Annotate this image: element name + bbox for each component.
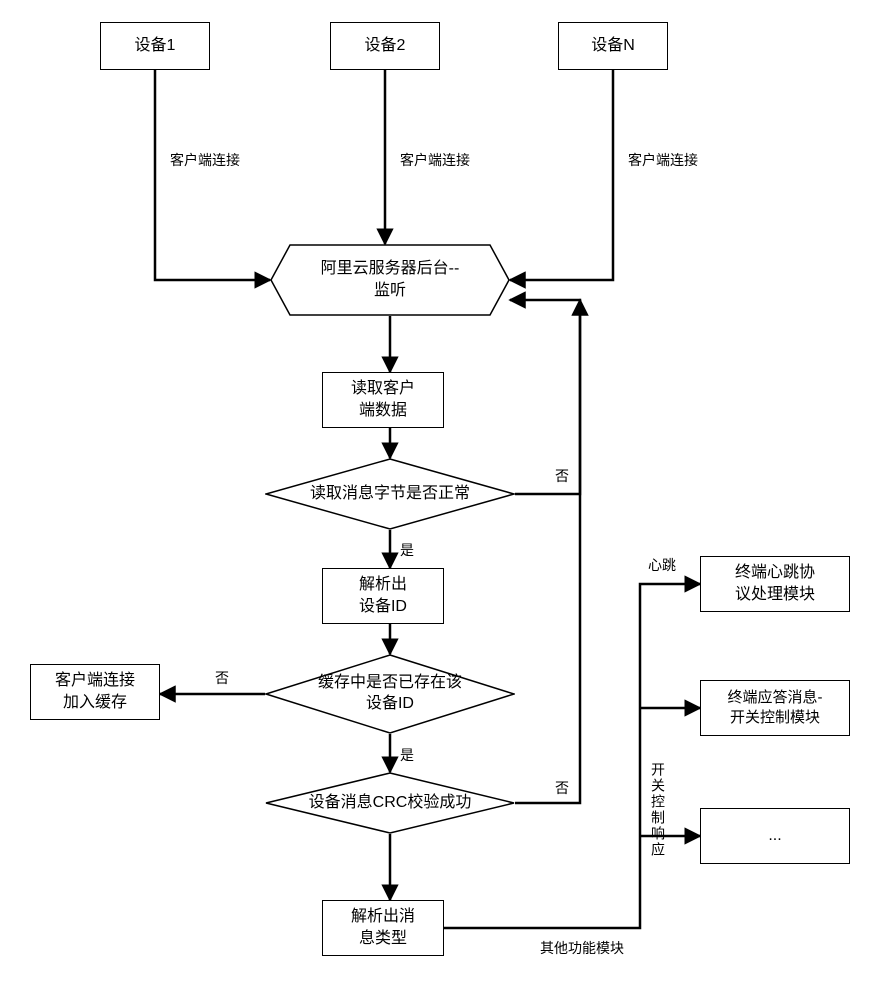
node-label: 设备消息CRC校验成功: [309, 794, 472, 811]
node-label: 终端心跳协 议处理模块: [735, 562, 815, 605]
node-read-data: 读取客户 端数据: [322, 372, 444, 428]
edge-label: 是: [400, 745, 414, 765]
edge-label: 客户端连接: [628, 150, 698, 170]
node-parse-type: 解析出消 息类型: [322, 900, 444, 956]
node-label: ...: [768, 825, 781, 847]
node-read-ok: 读取消息字节是否正常: [265, 458, 515, 530]
node-switch-control-module: 终端应答消息- 开关控制模块: [700, 680, 850, 736]
edge-label: 否: [555, 778, 569, 798]
edge-label: 客户端连接: [170, 150, 240, 170]
node-device1: 设备1: [100, 22, 210, 70]
node-server: 阿里云服务器后台-- 监听: [270, 244, 510, 316]
node-label: 解析出 设备ID: [359, 574, 407, 617]
node-parse-id: 解析出 设备ID: [322, 568, 444, 624]
node-label: 缓存中是否已存在该 设备ID: [318, 674, 462, 712]
node-heartbeat-module: 终端心跳协 议处理模块: [700, 556, 850, 612]
edge-label: 否: [555, 466, 569, 486]
node-deviceN: 设备N: [558, 22, 668, 70]
node-label: 阿里云服务器后台-- 监听: [321, 258, 460, 301]
node-label: 设备2: [365, 35, 406, 57]
edge-label: 否: [215, 668, 229, 688]
node-add-cache: 客户端连接 加入缓存: [30, 664, 160, 720]
edge-label: 心跳: [648, 555, 676, 575]
node-label: 读取消息字节是否正常: [310, 485, 470, 502]
node-device2: 设备2: [330, 22, 440, 70]
edge-label: 客户端连接: [400, 150, 470, 170]
node-cache-has: 缓存中是否已存在该 设备ID: [265, 654, 515, 734]
edge-label: 开关控制响应: [648, 762, 668, 858]
flowchart-canvas: 设备1 设备2 设备N 阿里云服务器后台-- 监听 读取客户 端数据 读取消息字…: [0, 0, 882, 1000]
edge-label: 是: [400, 540, 414, 560]
edge-label: 其他功能模块: [540, 938, 624, 958]
node-crc-ok: 设备消息CRC校验成功: [265, 772, 515, 834]
node-label: 终端应答消息- 开关控制模块: [728, 688, 823, 729]
node-label: 客户端连接 加入缓存: [55, 670, 135, 713]
node-label: 解析出消 息类型: [351, 906, 415, 949]
node-label: 读取客户 端数据: [351, 378, 415, 421]
node-label: 设备N: [591, 35, 635, 57]
node-label: 设备1: [135, 35, 176, 57]
node-other-module: ...: [700, 808, 850, 864]
